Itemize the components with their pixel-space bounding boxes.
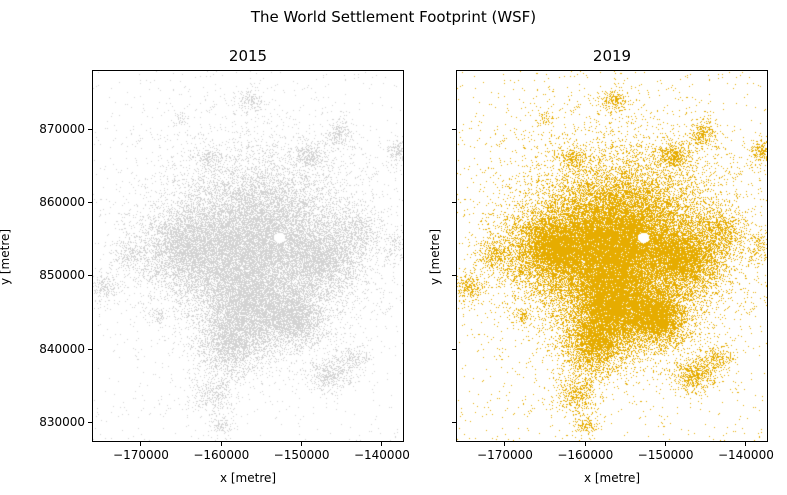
axes-title: 2019	[592, 47, 632, 65]
settlement-raster	[93, 71, 403, 441]
x-tick	[220, 442, 222, 446]
x-tick-label: −160000	[557, 448, 614, 462]
x-tick-label: −140000	[717, 448, 774, 462]
x-tick	[504, 442, 506, 446]
x-axis-label: x [metre]	[219, 471, 277, 485]
y-tick-label: 870000	[39, 121, 85, 136]
y-tick	[88, 275, 92, 277]
x-tick-label: −170000	[477, 448, 533, 462]
y-tick	[452, 128, 456, 130]
y-tick-label: 850000	[39, 268, 85, 283]
y-tick	[452, 422, 456, 423]
x-tick	[584, 442, 586, 446]
y-axis-label: y [metre]	[428, 228, 442, 286]
y-tick	[88, 202, 92, 204]
x-axis-label: x [metre]	[583, 471, 641, 485]
y-axis-label: y [metre]	[0, 228, 12, 285]
y-tick	[88, 422, 92, 423]
figure-title: The World Settlement Footprint (WSF)	[250, 8, 537, 26]
x-tick	[665, 442, 667, 446]
y-tick	[452, 202, 456, 204]
x-tick	[381, 442, 383, 446]
y-tick	[452, 348, 456, 350]
axes-2019: 2019 x [metre] y [metre] −170000 −160000 −…	[428, 47, 774, 485]
y-tick-label: 840000	[39, 341, 85, 356]
x-tick-label: −170000	[113, 448, 169, 462]
x-tick	[745, 442, 747, 446]
x-tick-label: −160000	[193, 448, 250, 462]
y-tick	[452, 275, 456, 277]
settlement-raster	[457, 71, 767, 441]
axes-2015: 2015 x [metre] y [metre] −170000 −160000 −…	[0, 47, 410, 485]
x-tick-label: −150000	[273, 448, 330, 462]
x-tick	[301, 442, 303, 446]
axes-title: 2015	[228, 47, 268, 65]
x-tick-label: −150000	[637, 448, 694, 462]
x-tick-label: −140000	[353, 448, 410, 462]
y-tick-label: 830000	[39, 415, 85, 429]
x-tick	[140, 442, 142, 446]
y-tick	[88, 348, 92, 350]
y-tick	[88, 128, 92, 130]
y-tick-label: 860000	[39, 195, 85, 210]
